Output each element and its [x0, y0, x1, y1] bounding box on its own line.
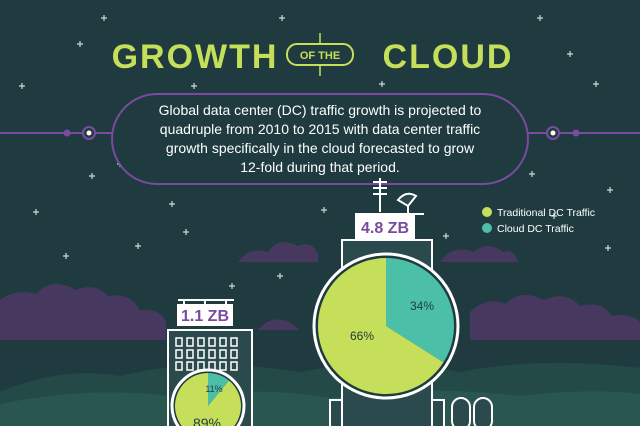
cloud-shape-left — [0, 283, 166, 340]
hills — [0, 362, 640, 426]
star-icon — [605, 245, 611, 251]
pie-slice-traditional — [318, 258, 444, 394]
small-pie-label-cloud: 11% — [205, 384, 222, 394]
window — [175, 337, 183, 347]
description-line-2: quadruple from 2010 to 2015 with data ce… — [160, 121, 480, 137]
window — [230, 361, 238, 371]
window — [197, 337, 205, 347]
window — [175, 361, 183, 371]
pie-chart-large — [318, 258, 454, 394]
storage-tanks — [451, 397, 493, 426]
star-icon — [379, 81, 385, 87]
star-icon — [63, 253, 69, 259]
window — [175, 349, 183, 359]
title-of-the: OF THE — [300, 50, 340, 62]
small-total-label: 1.1 ZB — [181, 308, 229, 325]
cloud-shape-center — [258, 319, 300, 330]
window — [230, 337, 238, 347]
star-icon — [191, 83, 197, 89]
star-icon — [135, 243, 141, 249]
star-icon — [593, 81, 599, 87]
background-clouds — [0, 242, 640, 340]
window — [186, 361, 194, 371]
window — [208, 337, 216, 347]
description-line-4: 12-fold during that period. — [240, 159, 400, 175]
small-building: 1.1 ZB 11% 89% — [167, 299, 253, 426]
star-icon — [169, 201, 175, 207]
pie-slice-cloud — [386, 258, 454, 363]
legend-swatch-traditional — [482, 207, 492, 217]
title-growth: GROWTH — [112, 38, 279, 76]
star-icon — [101, 15, 107, 21]
star-icon — [551, 213, 557, 219]
description-line-1: Global data center (DC) traffic growth i… — [159, 102, 482, 118]
large-building: 4.8 ZB 34% 66% — [312, 178, 460, 426]
star-icon — [19, 83, 25, 89]
description-pill: Global data center (DC) traffic growth i… — [0, 93, 640, 185]
star-icon — [33, 209, 39, 215]
pill-ring-left-core — [86, 130, 92, 136]
star-icon — [229, 283, 235, 289]
window — [197, 349, 205, 359]
satellite-dish-icon — [396, 192, 418, 208]
star-icon — [567, 51, 573, 57]
star-icon — [537, 15, 543, 21]
star-icon — [183, 229, 189, 235]
pie-slice-cloud — [208, 373, 230, 406]
small-pie-label-traditional: 89% — [193, 415, 221, 426]
large-total-badge — [355, 215, 415, 239]
window — [208, 349, 216, 359]
star-icon — [89, 173, 95, 179]
window — [219, 337, 227, 347]
storage-tank-2 — [473, 397, 493, 426]
star-icon — [279, 15, 285, 21]
small-building-windows — [175, 337, 238, 371]
pie-slice-traditional — [175, 373, 241, 426]
star-icon — [277, 273, 283, 279]
pie-chart-small — [175, 373, 241, 426]
window — [219, 361, 227, 371]
pill-dot-right — [572, 129, 580, 137]
cloud-shape-far-right — [470, 294, 640, 340]
large-total-label: 4.8 ZB — [361, 220, 409, 237]
legend-swatch-cloud — [482, 223, 492, 233]
star-icon — [443, 233, 449, 239]
star-icon — [529, 171, 535, 177]
large-building-base-right — [431, 399, 445, 426]
legend: Traditional DC Traffic Cloud DC Traffic — [482, 207, 595, 235]
pill-border — [111, 93, 529, 185]
title: GROWTH OF THE CLOUD — [112, 33, 514, 76]
cloud-shape-right — [440, 246, 518, 262]
storage-tank-1 — [451, 397, 471, 426]
small-total-badge — [177, 304, 233, 326]
cloud-shape-mid — [238, 242, 318, 262]
star-icon — [607, 187, 613, 193]
large-pie-label-traditional: 66% — [350, 329, 374, 343]
legend-label-traditional: Traditional DC Traffic — [497, 207, 595, 219]
title-cloud: CLOUD — [383, 38, 514, 76]
star-icon — [321, 207, 327, 213]
large-pie-label-cloud: 34% — [410, 299, 434, 313]
window — [230, 349, 238, 359]
window — [186, 337, 194, 347]
pill-ring-right-core — [550, 130, 556, 136]
star-field — [19, 15, 613, 289]
window — [186, 349, 194, 359]
window — [219, 349, 227, 359]
large-building-base-left — [329, 399, 343, 426]
pill-dot-left — [63, 129, 71, 137]
legend-label-cloud: Cloud DC Traffic — [497, 223, 574, 235]
star-icon — [77, 41, 83, 47]
description-line-3: growth specifically in the cloud forecas… — [166, 140, 475, 156]
